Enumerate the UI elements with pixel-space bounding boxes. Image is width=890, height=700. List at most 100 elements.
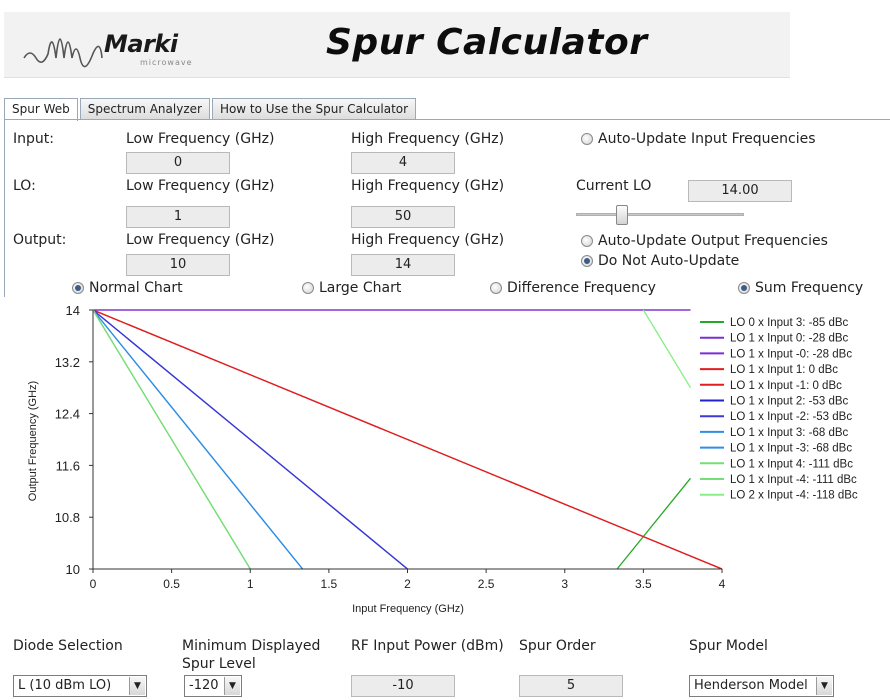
output-low-field[interactable]: 10 — [126, 254, 230, 276]
legend-entry: LO 1 x Input 4: -111 dBc — [730, 458, 853, 470]
tab-spectrum-analyzer[interactable]: Spectrum Analyzer — [79, 98, 210, 120]
legend-entry: LO 0 x Input 3: -85 dBc — [730, 317, 849, 329]
input-label: Input: — [13, 131, 54, 147]
lo-slider-thumb[interactable] — [616, 205, 628, 225]
input-low-field[interactable]: 0 — [126, 152, 230, 174]
page-frame-left — [4, 119, 5, 297]
legend-entry: LO 1 x Input -4: -111 dBc — [730, 474, 857, 486]
spur-model-select[interactable]: Henderson Model ▼ — [689, 675, 834, 697]
rf-input-power-field[interactable]: -10 — [351, 675, 455, 697]
do-not-auto-update-radio[interactable] — [581, 255, 593, 267]
rf-input-power-label: RF Input Power (dBm) — [351, 638, 504, 654]
x-tick-label: 0.5 — [163, 577, 180, 591]
large-chart-option[interactable]: Large Chart — [302, 280, 401, 296]
plot-lines — [92, 309, 723, 570]
legend-entry: LO 1 x Input 2: -53 dBc — [730, 396, 849, 408]
input-high-label: High Frequency (GHz) — [351, 131, 505, 147]
legend-entry: LO 1 x Input 1: 0 dBc — [730, 364, 838, 376]
y-tick-label: 10 — [66, 562, 80, 577]
sum-frequency-radio[interactable] — [738, 282, 750, 294]
chevron-down-icon[interactable]: ▼ — [129, 677, 145, 695]
lo-high-field[interactable]: 50 — [351, 206, 455, 228]
do-not-auto-update-option[interactable]: Do Not Auto-Update — [581, 253, 739, 269]
x-tick-label: 4 — [719, 577, 726, 591]
legend-entry: LO 2 x Input -4: -118 dBc — [730, 490, 858, 502]
chevron-down-icon[interactable]: ▼ — [816, 677, 832, 695]
auto-update-input-label: Auto-Update Input Frequencies — [598, 131, 816, 147]
sum-frequency-label: Sum Frequency — [755, 280, 864, 296]
sum-frequency-option[interactable]: Sum Frequency — [738, 280, 863, 296]
min-spur-level-select[interactable]: -120 ▼ — [184, 675, 242, 697]
chart-legend: LO 0 x Input 3: -85 dBc LO 1 x Input 0: -… — [700, 317, 858, 502]
normal-chart-label: Normal Chart — [89, 280, 183, 296]
tab-divider — [4, 119, 890, 120]
chevron-down-icon[interactable]: ▼ — [224, 677, 240, 695]
y-tick-label: 13.2 — [55, 355, 80, 370]
difference-frequency-option[interactable]: Difference Frequency — [490, 280, 656, 296]
output-label: Output: — [13, 232, 67, 248]
legend-entry: LO 1 x Input 3: -68 dBc — [730, 427, 849, 439]
logo-subtext: microwave — [140, 58, 193, 67]
tab-bar: Spur Web Spectrum Analyzer How to Use th… — [4, 98, 418, 121]
large-chart-label: Large Chart — [319, 280, 402, 296]
series-line-0 — [616, 477, 692, 570]
chart-axes: 0 0.5 1 1.5 2 2.5 3 3.5 4 10 10.8 11.6 12.4 13.2 14 — [55, 303, 726, 591]
y-tick-label: 12.4 — [55, 407, 80, 422]
marki-logo-icon — [23, 38, 103, 68]
x-axis-label: Input Frequency (GHz) — [352, 603, 464, 615]
spur-order-label: Spur Order — [519, 638, 596, 654]
legend-entry: LO 1 x Input -2: -53 dBc — [730, 411, 852, 423]
lo-high-label: High Frequency (GHz) — [351, 178, 505, 194]
lo-slider-track[interactable] — [576, 213, 744, 216]
legend-entry: LO 1 x Input 0: -28 dBc — [730, 333, 849, 345]
tab-spur-web[interactable]: Spur Web — [4, 98, 78, 121]
legend-entry: LO 1 x Input -1: 0 dBc — [730, 380, 842, 392]
min-spur-level-value: -120 — [189, 678, 219, 693]
output-high-label: High Frequency (GHz) — [351, 232, 505, 248]
output-high-field[interactable]: 14 — [351, 254, 455, 276]
auto-update-output-label: Auto-Update Output Frequencies — [598, 233, 828, 249]
auto-update-input-option[interactable]: Auto-Update Input Frequencies — [581, 131, 816, 147]
x-tick-label: 1.5 — [321, 577, 338, 591]
x-tick-label: 0 — [90, 577, 97, 591]
large-chart-radio[interactable] — [302, 282, 314, 294]
lo-low-label: Low Frequency (GHz) — [126, 178, 275, 194]
series-line-4 — [92, 309, 723, 570]
legend-entry: LO 1 x Input -3: -68 dBc — [730, 443, 852, 455]
diode-selection-select[interactable]: L (10 dBm LO) ▼ — [13, 675, 147, 697]
x-tick-label: 3 — [561, 577, 568, 591]
input-low-label: Low Frequency (GHz) — [126, 131, 275, 147]
auto-update-output-radio[interactable] — [581, 235, 593, 247]
spur-order-field[interactable]: 5 — [519, 675, 623, 697]
spur-chart: 0 0.5 1 1.5 2 2.5 3 3.5 4 10 10.8 11.6 12.4 13.2 14 LO… — [27, 303, 858, 615]
lo-low-field[interactable]: 1 — [126, 206, 230, 228]
do-not-auto-update-label: Do Not Auto-Update — [598, 253, 740, 269]
app-header — [4, 12, 790, 78]
tab-how-to-use[interactable]: How to Use the Spur Calculator — [211, 98, 417, 120]
y-tick-label: 10.8 — [55, 510, 80, 525]
y-tick-label: 14 — [66, 303, 80, 318]
normal-chart-radio[interactable] — [72, 282, 84, 294]
input-high-field[interactable]: 4 — [351, 152, 455, 174]
difference-frequency-label: Difference Frequency — [507, 280, 656, 296]
diode-selection-label: Diode Selection — [13, 638, 123, 654]
x-tick-label: 1 — [247, 577, 254, 591]
x-tick-label: 2 — [404, 577, 411, 591]
legend-entry: LO 1 x Input -0: -28 dBc — [730, 348, 852, 360]
x-tick-label: 3.5 — [635, 577, 652, 591]
series-line-6 — [92, 309, 408, 570]
lo-label: LO: — [13, 178, 36, 194]
difference-frequency-radio[interactable] — [490, 282, 502, 294]
series-line-8 — [92, 309, 304, 570]
auto-update-output-option[interactable]: Auto-Update Output Frequencies — [581, 233, 828, 249]
current-lo-field[interactable]: 14.00 — [688, 180, 792, 202]
series-line-11 — [642, 309, 692, 389]
auto-update-input-radio[interactable] — [581, 133, 593, 145]
spur-model-value: Henderson Model — [694, 678, 808, 693]
normal-chart-option[interactable]: Normal Chart — [72, 280, 183, 296]
series-line-10 — [92, 309, 251, 570]
spur-model-label: Spur Model — [689, 638, 768, 654]
diode-selection-value: L (10 dBm LO) — [18, 678, 112, 693]
x-tick-label: 2.5 — [478, 577, 495, 591]
y-tick-label: 11.6 — [56, 458, 80, 473]
